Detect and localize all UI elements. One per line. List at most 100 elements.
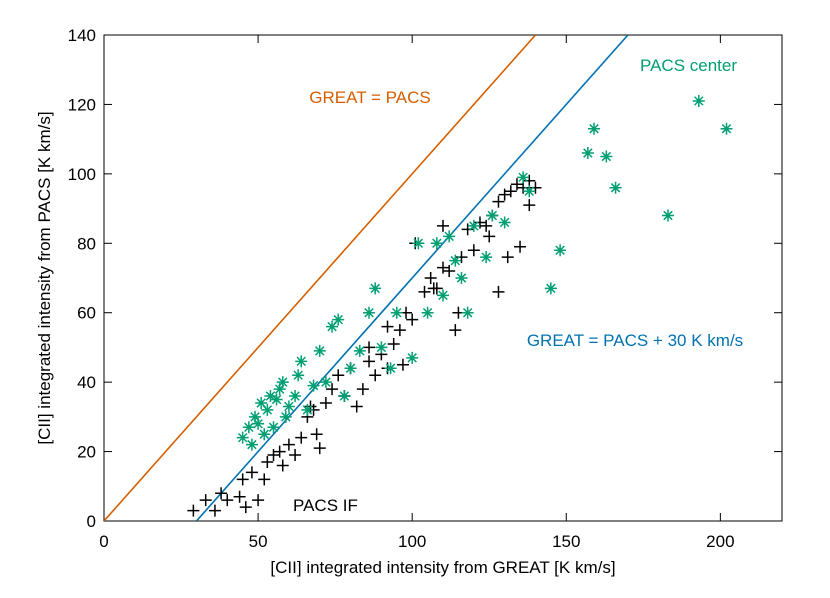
point	[421, 306, 434, 319]
point	[369, 369, 382, 382]
point	[661, 209, 674, 222]
point	[467, 219, 480, 232]
point	[492, 195, 505, 208]
point	[390, 306, 403, 319]
series-label: GREAT = PACS	[309, 88, 430, 107]
point	[267, 449, 280, 462]
point	[430, 237, 443, 250]
y-tick-label: 80	[77, 234, 96, 253]
point	[255, 396, 268, 409]
point	[279, 410, 292, 423]
point	[242, 421, 255, 434]
point	[236, 431, 249, 444]
x-tick-label: 200	[706, 532, 734, 551]
point	[239, 501, 252, 514]
point	[529, 181, 542, 194]
x-tick-label: 50	[249, 532, 268, 551]
point	[461, 223, 474, 236]
x-axis-label: [CII] integrated intensity from GREAT [K…	[270, 558, 615, 577]
point	[350, 400, 363, 413]
point	[363, 341, 376, 354]
series-label: PACS IF	[293, 496, 358, 515]
point	[338, 390, 351, 403]
point	[363, 355, 376, 368]
point	[261, 455, 274, 468]
point	[523, 174, 536, 187]
point	[406, 351, 419, 364]
point	[319, 376, 332, 389]
point	[289, 449, 302, 462]
point	[517, 181, 530, 194]
point	[295, 431, 308, 444]
point	[292, 369, 305, 382]
point	[319, 396, 332, 409]
point	[353, 344, 366, 357]
point	[258, 473, 271, 486]
point	[375, 341, 388, 354]
point	[332, 369, 345, 382]
point	[455, 251, 468, 264]
point	[356, 383, 369, 396]
point	[363, 306, 376, 319]
point	[486, 209, 499, 222]
y-tick-label: 100	[68, 165, 96, 184]
point	[267, 421, 280, 434]
point	[443, 265, 456, 278]
point	[437, 261, 449, 274]
point	[252, 417, 265, 430]
point	[427, 282, 440, 295]
point	[381, 320, 394, 333]
point	[720, 122, 733, 135]
y-tick-label: 140	[68, 26, 96, 45]
point	[449, 254, 462, 267]
point	[233, 490, 246, 503]
y-tick-label: 120	[68, 95, 96, 114]
point	[295, 355, 308, 368]
point	[455, 272, 468, 284]
y-tick-label: 60	[77, 304, 96, 323]
point	[276, 459, 289, 472]
point	[215, 487, 228, 500]
point	[480, 219, 493, 232]
point	[517, 171, 530, 184]
series-label: PACS center	[640, 56, 737, 75]
x-tick-label: 0	[99, 532, 108, 551]
point	[199, 494, 212, 507]
point	[424, 272, 437, 284]
point	[498, 216, 511, 229]
point	[609, 181, 622, 194]
point	[588, 122, 601, 135]
point	[332, 313, 345, 326]
point	[387, 337, 400, 350]
point	[504, 185, 517, 198]
point	[692, 94, 705, 107]
point	[301, 403, 314, 416]
point	[473, 216, 486, 229]
point	[326, 383, 339, 396]
point	[258, 428, 271, 441]
point	[221, 494, 234, 507]
plot-frame	[103, 34, 783, 522]
point	[282, 400, 295, 413]
point	[600, 150, 613, 163]
y-axis-label: [CII] integrated intensity from PACS [K …	[35, 111, 54, 444]
point	[449, 324, 462, 337]
y-tick-label: 0	[87, 512, 96, 531]
point	[313, 344, 326, 357]
point	[326, 320, 339, 333]
reference-line	[104, 35, 537, 521]
point	[523, 185, 536, 198]
point	[252, 494, 265, 507]
point	[245, 466, 258, 479]
point	[245, 438, 258, 451]
point	[581, 147, 594, 160]
point	[418, 285, 431, 298]
point	[384, 362, 397, 375]
point	[461, 306, 474, 319]
point	[554, 244, 567, 257]
point	[544, 282, 557, 295]
point	[492, 285, 505, 298]
y-tick-label: 20	[77, 443, 96, 462]
point	[187, 504, 200, 517]
